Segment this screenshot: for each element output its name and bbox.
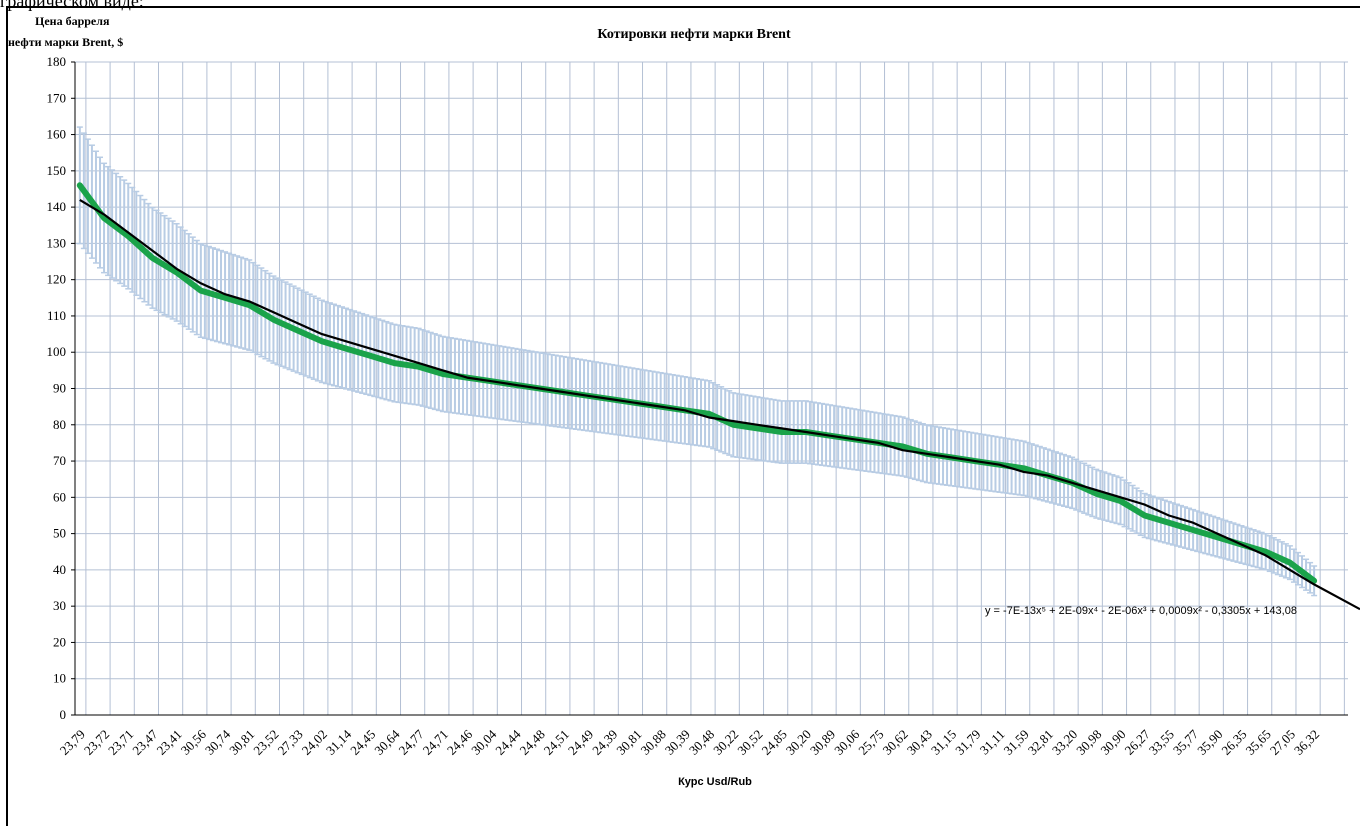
y-tick-label: 170	[47, 90, 67, 105]
x-tick-label: 24,02	[299, 727, 330, 758]
x-tick-label: 23,79	[57, 727, 88, 758]
axes	[71, 61, 1348, 716]
grid	[75, 61, 1348, 716]
x-tick-label: 30,81	[226, 727, 257, 758]
y-tick-label: 90	[53, 381, 66, 396]
y-tick-label: 180	[47, 54, 67, 69]
x-tick-label: 30,81	[613, 727, 644, 758]
y-tick-label: 120	[47, 272, 67, 287]
x-tick-label: 24,85	[759, 727, 790, 758]
x-tick-label: 26,35	[1218, 727, 1249, 758]
x-tick-label: 35,65	[1243, 727, 1274, 758]
ylabel-line1: Цена барреля	[35, 14, 110, 28]
x-tick-label: 24,45	[347, 727, 378, 758]
y-tick-label: 60	[53, 489, 66, 504]
y-tick-label: 0	[60, 707, 67, 722]
x-tick-label: 24,46	[444, 726, 476, 758]
y-tick-label: 110	[47, 308, 66, 323]
x-tick-label: 30,43	[904, 727, 935, 758]
x-tick-label: 23,52	[250, 727, 281, 758]
x-tick-label: 31,79	[952, 727, 983, 758]
x-tick-label: 33,55	[1146, 727, 1177, 758]
x-tick-label: 30,06	[831, 726, 863, 758]
x-tick-label: 30,64	[371, 726, 403, 758]
y-tick-label: 10	[53, 671, 66, 686]
x-tick-label: 31,11	[977, 727, 1008, 758]
x-tick-label: 30,52	[734, 727, 765, 758]
y-tick-label: 70	[53, 453, 66, 468]
x-tick-label: 32,81	[1025, 727, 1056, 758]
y-tick-label: 160	[47, 127, 67, 142]
x-tick-label: 24,71	[420, 727, 451, 758]
x-tick-label: 30,90	[1097, 727, 1128, 758]
x-tick-label: 30,56	[178, 726, 210, 758]
y-tick-label: 80	[53, 417, 66, 432]
x-tick-label: 31,14	[323, 726, 355, 758]
y-tick-label: 150	[47, 163, 67, 178]
x-tick-label: 30,98	[1073, 727, 1104, 758]
x-tick-label: 33,20	[1049, 727, 1080, 758]
x-tick-label: 24,39	[589, 727, 620, 758]
x-tick-label: 30,48	[686, 727, 717, 758]
y-tick-label: 100	[47, 344, 67, 359]
x-tick-label: 30,20	[783, 727, 814, 758]
ylabel-line2: нефти марки Brent, $	[8, 35, 123, 49]
chart-frame	[6, 6, 1360, 826]
x-tick-label: 23,71	[105, 727, 136, 758]
x-tick-label: 36,32	[1291, 727, 1322, 758]
x-tick-label: 30,74	[202, 726, 234, 758]
x-tick-label: 30,88	[638, 727, 669, 758]
chart-title: Котировки нефти марки Brent	[597, 27, 791, 42]
x-tick-label: 23,72	[81, 727, 112, 758]
x-tick-label: 30,39	[662, 727, 693, 758]
x-tick-label: 30,22	[710, 727, 741, 758]
x-tick-label: 30,62	[880, 727, 911, 758]
y-tick-label: 30	[53, 598, 66, 613]
y-tick-label: 140	[47, 199, 67, 214]
x-tick-label: 24,49	[565, 727, 596, 758]
trendline-equation: y = -7E-13x⁵ + 2E-09x⁴ - 2E-06x³ + 0,000…	[985, 605, 1297, 617]
series-layer	[76, 182, 1360, 611]
x-tick-label: 24,44	[492, 726, 524, 758]
y-tick-label: 20	[53, 634, 66, 649]
top-cutoff-text: графическом виде:	[0, 0, 144, 11]
y-tick-label: 130	[47, 235, 67, 250]
x-tick-label: 27,33	[274, 727, 305, 758]
y-tick-label: 50	[53, 526, 66, 541]
x-tick-label: 30,04	[468, 726, 500, 758]
x-tick-label: 31,59	[1001, 727, 1032, 758]
trendline	[79, 198, 1360, 611]
x-tick-label: 27,05	[1267, 727, 1298, 758]
error-bars	[76, 126, 1318, 597]
x-tick-label: 35,90	[1194, 727, 1225, 758]
x-tick-label: 30,89	[807, 727, 838, 758]
x-tick-label: 24,51	[541, 727, 572, 758]
x-tick-label: 24,77	[395, 726, 427, 758]
x-tick-label: 23,41	[153, 727, 184, 758]
x-tick-label: 35,77	[1170, 726, 1202, 758]
x-tick-label: 23,47	[129, 726, 161, 758]
x-tick-label: 24,48	[517, 727, 548, 758]
x-tick-label: 31,15	[928, 727, 959, 758]
x-axis-label: Курс Usd/Rub	[678, 776, 752, 788]
y-tick-label: 40	[53, 562, 66, 577]
x-tick-label: 25,75	[855, 727, 886, 758]
series-line-brent	[76, 182, 1318, 584]
x-tick-label: 26,27	[1122, 726, 1154, 758]
